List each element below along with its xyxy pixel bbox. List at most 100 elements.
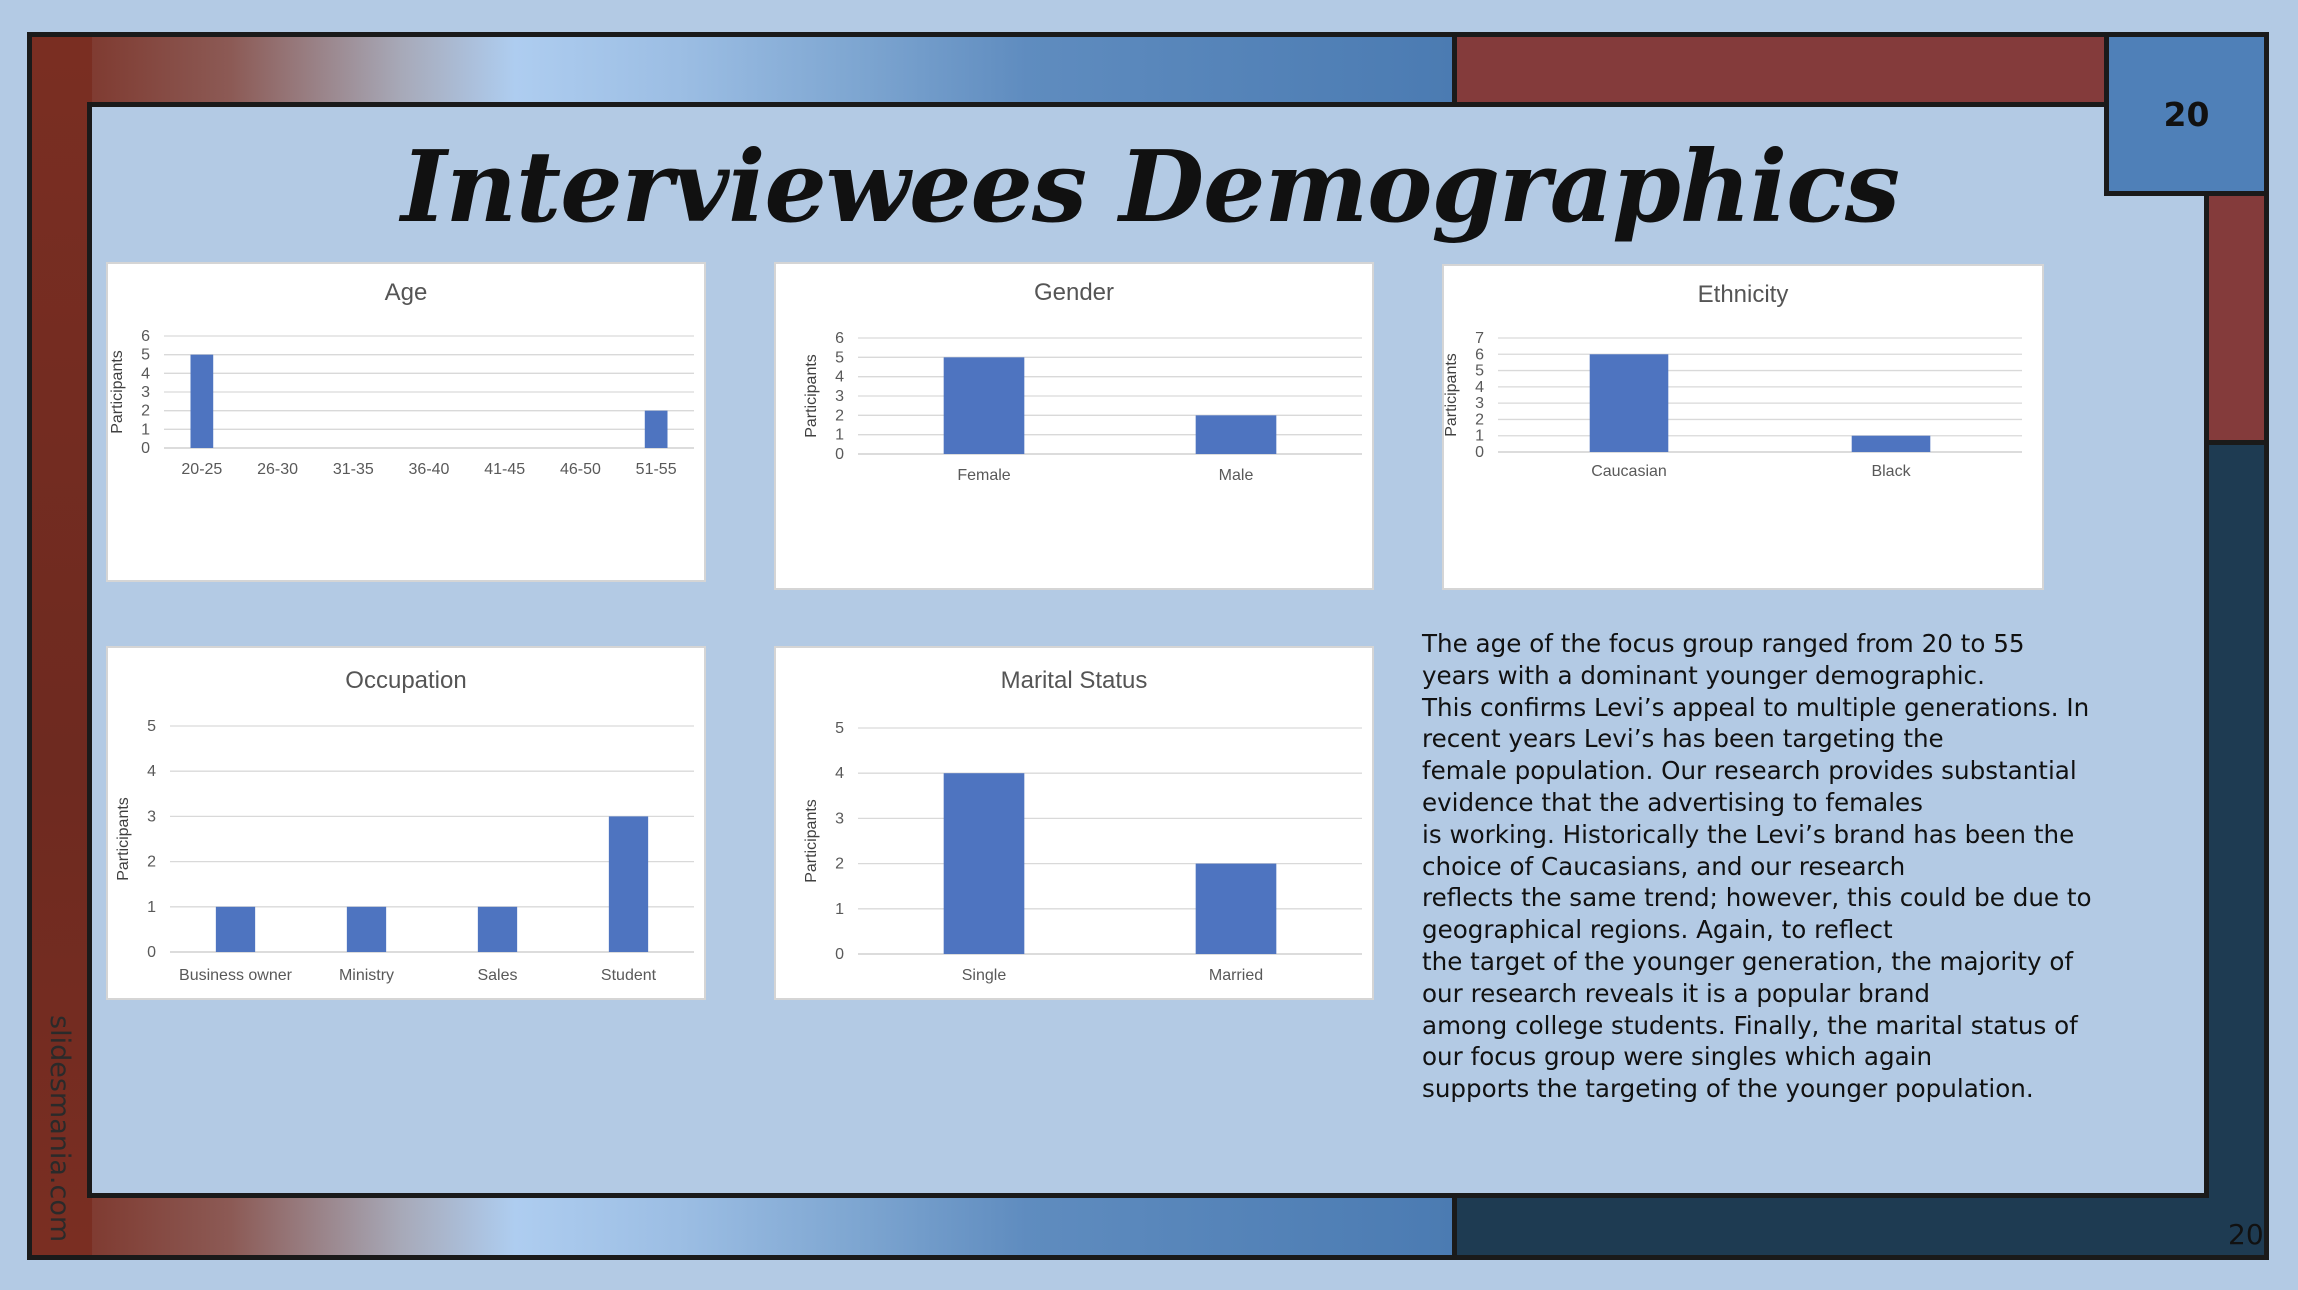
y-tick-label: 2 (147, 854, 156, 871)
y-tick-label: 0 (141, 440, 150, 457)
y-axis-label: Participants (803, 354, 820, 438)
frame-band-top (32, 37, 1452, 107)
y-tick-label: 5 (835, 720, 844, 737)
chart-title: Age (385, 279, 428, 306)
page-number-footer: 20 (2228, 1218, 2264, 1251)
frame-block-navy-bottom (1452, 1195, 2264, 1255)
y-tick-label: 4 (835, 765, 844, 782)
chart-title: Ethnicity (1698, 281, 1789, 308)
chart-card-ethnicity: Ethnicity Participants 0 1 2 3 4 5 6 7 Caucasian Bl… (1442, 264, 2044, 590)
description-line: supports the targeting of the younger po… (1422, 1074, 2034, 1104)
x-tick-label: 51-55 (636, 461, 677, 478)
chart-card-marital: Marital Status Participants 0 1 2 3 4 5 Single Ma… (774, 646, 1374, 1000)
y-tick-label: 3 (1475, 395, 1484, 412)
slide-title: Interviewees Demographics (400, 130, 1900, 245)
y-tick-label: 5 (1475, 363, 1484, 380)
y-tick-label: 1 (147, 899, 156, 916)
y-tick-label: 7 (1475, 330, 1484, 347)
chart-card-occupation: Occupation Participants 0 1 2 3 4 5 Business own… (106, 646, 706, 1000)
y-tick-label: 5 (835, 349, 844, 366)
description-line: evidence that the advertising to females (1422, 787, 1923, 817)
page-number: 20 (2163, 94, 2210, 134)
frame-band-left (32, 37, 92, 1255)
x-tick-label: Married (1209, 967, 1263, 984)
frame-block-navy-right (2204, 440, 2264, 1255)
y-tick-label: 0 (147, 944, 156, 961)
y-tick-label: 2 (1475, 411, 1484, 428)
description-line: choice of Caucasians, and our research (1422, 851, 1906, 881)
y-tick-label: 6 (1475, 346, 1484, 363)
x-tick-label: Female (957, 467, 1010, 484)
chart-gender: Gender Participants 0 1 2 3 4 5 6 Female Male (803, 279, 1362, 484)
y-axis-label: Participants (803, 799, 820, 883)
y-tick-label: 1 (835, 427, 844, 444)
description-line: reflects the same trend; however, this c… (1422, 883, 2092, 913)
description-line: is working. Historically the Levi’s bran… (1422, 819, 2075, 849)
x-tick-label: Single (962, 967, 1007, 984)
y-tick-label: 0 (835, 946, 844, 963)
frame-band-bottom (32, 1195, 1452, 1255)
y-tick-label: 5 (141, 347, 150, 364)
y-tick-label: 5 (147, 718, 156, 735)
frame-block-red-right (2204, 190, 2264, 440)
x-tick-label: 41-45 (484, 461, 525, 478)
watermark[interactable]: slidesmania.com (44, 1015, 75, 1243)
description-line: geographical regions. Again, to reflect (1422, 915, 1893, 945)
bar-occupation-3 (608, 816, 649, 952)
y-tick-label: 4 (141, 365, 150, 382)
x-tick-label: 31-35 (333, 461, 374, 478)
bar-marital-0 (943, 773, 1025, 954)
x-tick-label: Business owner (179, 967, 293, 984)
bar-occupation-1 (346, 906, 387, 952)
y-axis-label: Participants (1444, 353, 1460, 437)
y-tick-label: 2 (835, 856, 844, 873)
description-line: The age of the focus group ranged from 2… (1422, 629, 2025, 658)
x-tick-label: 26-30 (257, 461, 298, 478)
y-tick-label: 3 (141, 384, 150, 401)
x-tick-label: 36-40 (409, 461, 450, 478)
bar-age-6 (644, 410, 668, 448)
description-line: the target of the younger generation, th… (1422, 946, 2074, 976)
y-tick-label: 1 (141, 421, 150, 438)
x-tick-label: Black (1871, 463, 1911, 480)
y-axis-label: Participants (109, 350, 126, 434)
bar-ethnicity-1 (1851, 435, 1931, 452)
chart-title: Gender (1034, 279, 1114, 306)
y-tick-label: 4 (1475, 379, 1484, 396)
y-tick-label: 1 (835, 901, 844, 918)
x-tick-label: Ministry (339, 967, 394, 984)
x-tick-label: 20-25 (181, 461, 222, 478)
y-tick-label: 6 (141, 328, 150, 345)
y-tick-label: 2 (835, 407, 844, 424)
x-tick-label: Student (601, 967, 657, 984)
description-line: our focus group were singles which again (1422, 1042, 1933, 1072)
y-tick-label: 4 (147, 763, 156, 780)
y-tick-label: 1 (1475, 428, 1484, 445)
y-tick-label: 3 (835, 810, 844, 827)
x-tick-label: Male (1219, 467, 1254, 484)
description-line: our research reveals it is a popular bra… (1422, 978, 1931, 1008)
x-tick-label: Caucasian (1591, 463, 1667, 480)
bar-occupation-2 (477, 906, 518, 952)
x-tick-label: 46-50 (560, 461, 601, 478)
y-tick-label: 3 (835, 388, 844, 405)
chart-marital-status: Marital Status Participants 0 1 2 3 4 5 Single Ma… (803, 667, 1362, 984)
y-tick-label: 2 (141, 403, 150, 420)
chart-title: Occupation (345, 667, 466, 694)
bar-ethnicity-0 (1589, 354, 1669, 452)
frame-block-red-top (1452, 37, 2106, 107)
chart-occupation: Occupation Participants 0 1 2 3 4 5 Business own… (115, 667, 694, 984)
description-line: recent years Levi’s has been targeting t… (1422, 724, 1944, 754)
description-text: The age of the focus group ranged from 2… (1422, 628, 2112, 1108)
y-tick-label: 4 (835, 369, 844, 386)
chart-card-age: Age Participants 0 1 2 3 4 5 6 20-25 26-30 31-35 36-… (106, 262, 706, 582)
description-line: This confirms Levi’s appeal to multiple … (1422, 692, 2090, 722)
description-line: female population. Our research provides… (1422, 756, 2077, 786)
chart-card-gender: Gender Participants 0 1 2 3 4 5 6 Female Male (774, 262, 1374, 590)
page-number-badge: 20 (2104, 32, 2269, 196)
y-axis-label: Participants (115, 797, 132, 881)
y-tick-label: 6 (835, 330, 844, 347)
bar-age-0 (190, 354, 214, 448)
y-tick-label: 0 (835, 446, 844, 463)
y-tick-label: 0 (1475, 444, 1484, 461)
